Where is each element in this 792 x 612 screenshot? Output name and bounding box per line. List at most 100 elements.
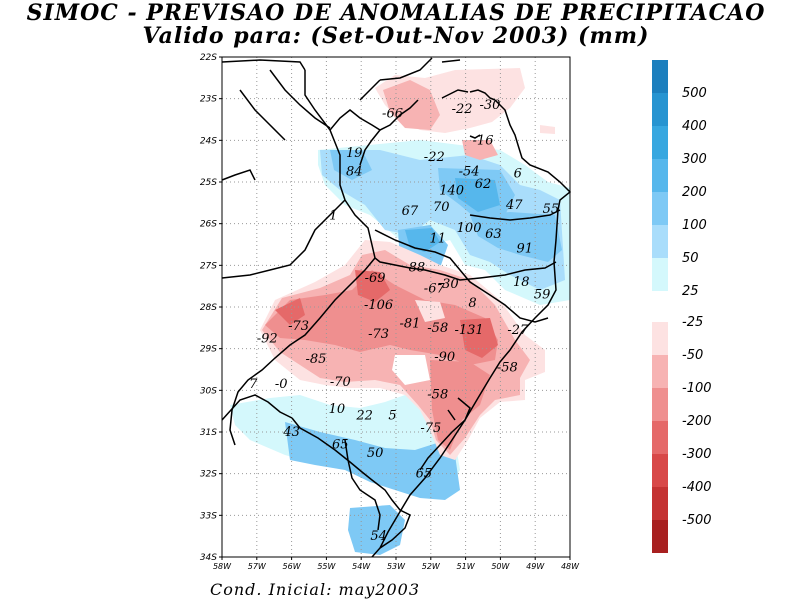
negative-region-main-deep <box>275 298 305 325</box>
argentina-border <box>221 394 293 421</box>
anomaly-value: -16 <box>473 133 494 148</box>
negative-region-main-core <box>265 270 498 365</box>
map-title: SIMOC - PREVISAO DE ANOMALIAS DE PRECIPI… <box>26 0 766 26</box>
lon-label: 48W <box>561 562 580 571</box>
anomaly-value: 140 <box>439 183 464 198</box>
colorbar-label: -50 <box>682 348 703 363</box>
parana-border <box>344 199 557 281</box>
anomaly-shading <box>230 68 570 555</box>
anomaly-value: 84 <box>346 165 363 180</box>
latitude-labels: 22S 23S 24S 25S 26S 27S 28S 29S 30S 31S 32S 33S 34S <box>200 53 222 563</box>
anomaly-value: -22 <box>452 102 473 117</box>
anomaly-value: -81 <box>399 317 420 332</box>
colorbar-label: 400 <box>682 119 707 134</box>
anomaly-value: -69 <box>365 271 386 286</box>
lat-label: 33S <box>200 511 217 521</box>
lat-label: 25S <box>200 178 217 188</box>
anomaly-value: -58 <box>427 321 448 336</box>
lon-label: 49W <box>526 562 545 571</box>
paraguay-river <box>329 79 419 131</box>
positive-region-north-peak <box>455 178 500 212</box>
negative-region-peak-east <box>460 318 498 358</box>
anomaly-value-labels: -66 -22 -30 -16 19 -22 84 -54 6 62 140 70 67 47 55 1 100… <box>249 98 559 544</box>
anomaly-value: 10 <box>329 402 346 417</box>
anomaly-value: 22 <box>355 408 373 423</box>
colorbar-label: -500 <box>682 513 712 528</box>
negative-region-white-hole <box>392 355 430 385</box>
anomaly-value: 11 <box>429 231 446 246</box>
anomaly-value: 18 <box>513 275 530 290</box>
anomaly-value: -90 <box>434 350 455 365</box>
anomaly-value: 43 <box>282 425 300 440</box>
anomaly-value: 91 <box>516 242 533 257</box>
lon-label: 54W <box>352 562 371 571</box>
state-border-2 <box>221 199 346 279</box>
anomaly-value: 6 <box>514 167 522 182</box>
colorbar-swatch <box>652 487 668 520</box>
lat-label: 30S <box>200 386 217 396</box>
anomaly-value: -0 <box>275 377 288 392</box>
anomaly-value: -92 <box>257 331 278 346</box>
positive-region-south <box>285 422 460 500</box>
north-river <box>441 89 469 99</box>
positive-region-far-south <box>348 505 405 555</box>
colorbar-label: -200 <box>682 414 712 429</box>
anomaly-value: -73 <box>368 327 389 342</box>
anomaly-value: 55 <box>543 202 560 217</box>
lon-label: 52W <box>422 562 441 571</box>
anomaly-value: -75 <box>420 421 441 436</box>
anomaly-value: -30 <box>438 277 459 292</box>
colorbar-swatch <box>652 159 668 192</box>
anomaly-value: -70 <box>330 375 351 390</box>
state-border-4 <box>269 69 331 129</box>
anomaly-value: 19 <box>346 146 363 161</box>
pr-sc-border <box>469 209 561 221</box>
anomaly-value: 65 <box>332 438 349 453</box>
colorbar-label: 300 <box>682 152 707 167</box>
anomaly-value: 47 <box>505 198 523 213</box>
anomaly-value: -66 <box>382 106 403 121</box>
colorbar-swatch <box>652 454 668 487</box>
anomaly-value: -73 <box>288 319 309 334</box>
initial-condition-label: Cond. Inicial: may2003 <box>210 580 421 599</box>
anomaly-value: 7 <box>249 377 258 392</box>
anomaly-value: 65 <box>416 467 433 482</box>
colorbar-swatch <box>652 225 668 258</box>
lat-label: 32S <box>200 470 217 480</box>
anomaly-value: 54 <box>370 529 387 544</box>
colorbar-label: 100 <box>682 218 707 233</box>
colorbar-swatch <box>652 192 668 225</box>
anomaly-value: -85 <box>305 352 326 367</box>
boundaries <box>221 57 572 558</box>
colorbar-swatch <box>652 93 668 126</box>
colorbar-swatch <box>652 421 668 454</box>
negative-region-north-mid <box>462 140 498 160</box>
anomaly-value: -58 <box>497 360 518 375</box>
anomaly-value: 67 <box>402 204 419 219</box>
anomaly-value: 63 <box>485 227 502 242</box>
anomaly-value: 1 <box>329 208 337 223</box>
interior-line <box>344 439 381 531</box>
sc-rs-border <box>374 229 549 323</box>
negative-region-north-east <box>540 125 555 134</box>
longitude-labels: 58W 57W 56W 55W 54W 53W 52W 51W 50W 49W 48W <box>213 557 580 571</box>
anomaly-value: -58 <box>427 388 448 403</box>
lagoon <box>419 397 471 471</box>
lon-label: 55W <box>317 562 336 571</box>
state-border-6 <box>221 169 256 181</box>
map-subtitle: Valido para: (Set-Out-Nov 2003) (mm) <box>142 23 650 49</box>
lat-label: 23S <box>200 95 217 105</box>
colorbar-swatch <box>652 388 668 421</box>
colorbar-swatch <box>652 258 668 291</box>
anomaly-value: -30 <box>479 98 500 113</box>
colorbar-swatch <box>652 355 668 388</box>
lat-label: 31S <box>200 428 217 438</box>
lat-label: 27S <box>200 261 217 271</box>
colorbar: 500 400 300 200 100 50 25 -25 -50 -100 -200 -300 -40… <box>652 60 712 553</box>
anomaly-value: 50 <box>367 446 384 461</box>
negative-region-white-hole2 <box>415 300 445 322</box>
colorbar-label: 500 <box>682 86 707 101</box>
north-feature <box>469 89 496 101</box>
colorbar-swatch <box>652 126 668 159</box>
colorbar-swatch <box>652 60 668 93</box>
